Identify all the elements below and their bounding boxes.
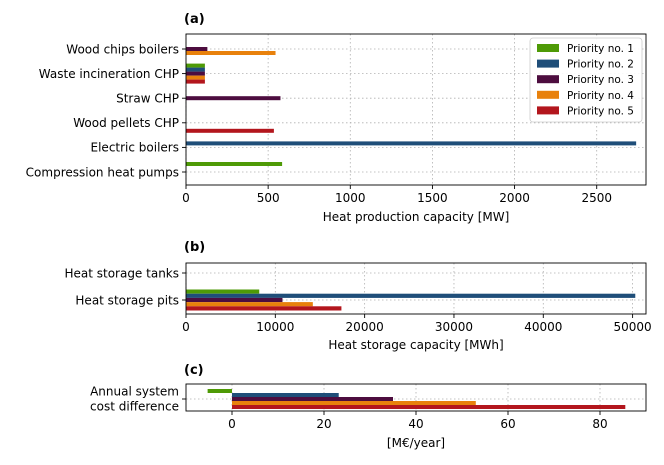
x-tick-label: 1500 bbox=[417, 191, 448, 205]
x-axis-label-a: Heat production capacity [MW] bbox=[323, 210, 510, 224]
legend-swatch-priority-no-5 bbox=[537, 106, 559, 115]
legend-label-priority-no-2: Priority no. 2 bbox=[567, 59, 634, 71]
x-tick-label: 50000 bbox=[614, 320, 652, 334]
bar-b-heat-storage-pits-priority-no-2 bbox=[186, 293, 636, 298]
bar-a-wood-chips-boilers-priority-no-4 bbox=[186, 51, 276, 55]
x-tick-label: 40 bbox=[408, 417, 423, 431]
legend-swatch-priority-no-4 bbox=[537, 90, 559, 99]
x-tick-label: 10000 bbox=[256, 320, 294, 334]
category-label-heat-storage-pits: Heat storage pits bbox=[75, 293, 179, 307]
x-tick-label: 30000 bbox=[435, 320, 473, 334]
bar-a-waste-incineration-chp-priority-no-4 bbox=[186, 75, 205, 80]
legend-label-priority-no-3: Priority no. 3 bbox=[567, 74, 634, 86]
panel-tag-a: (a) bbox=[184, 12, 205, 27]
bar-a-wood-pellets-chp-priority-no-5 bbox=[186, 128, 274, 133]
category-label-waste-incineration-chp: Waste incineration CHP bbox=[39, 67, 179, 81]
x-tick-label: 20000 bbox=[346, 320, 384, 334]
legend: Priority no. 1 Priority no. 2 Priority no.… bbox=[529, 37, 643, 123]
bar-a-waste-incineration-chp-priority-no-3 bbox=[186, 71, 205, 76]
x-tick-label: 0 bbox=[182, 320, 190, 334]
bar-c-annual-system-cost-difference-priority-no-4 bbox=[232, 401, 476, 405]
category-label-annual-system-cost-difference: Annual system cost difference bbox=[90, 385, 179, 414]
x-tick-label: 500 bbox=[257, 191, 280, 205]
legend-swatch-priority-no-3 bbox=[537, 75, 559, 84]
category-label-straw-chp: Straw CHP bbox=[116, 92, 179, 106]
bar-a-straw-chp-priority-no-3 bbox=[186, 96, 281, 101]
bar-b-heat-storage-pits-priority-no-5 bbox=[186, 306, 342, 311]
bar-c-annual-system-cost-difference-priority-no-5 bbox=[232, 405, 626, 409]
x-tick-label: 20 bbox=[316, 417, 331, 431]
bar-b-heat-storage-pits-priority-no-1 bbox=[186, 289, 260, 294]
legend-label-priority-no-1: Priority no. 1 bbox=[567, 43, 634, 55]
legend-label-priority-no-5: Priority no. 5 bbox=[567, 105, 634, 117]
x-tick-label: 1000 bbox=[335, 191, 366, 205]
panel-c: (c) 0 20 40 60 80 Annual system cost difference… bbox=[90, 363, 647, 450]
bar-a-waste-incineration-chp-priority-no-2 bbox=[186, 67, 205, 72]
bar-c-annual-system-cost-difference-priority-no-2 bbox=[232, 393, 339, 397]
x-tick-label: 2500 bbox=[581, 191, 612, 205]
axes-frame bbox=[185, 33, 647, 186]
legend-label-priority-no-4: Priority no. 4 bbox=[567, 90, 634, 102]
axes-frame bbox=[185, 262, 647, 315]
category-label-heat-storage-tanks: Heat storage tanks bbox=[64, 266, 179, 280]
category-label-wood-pellets-chp: Wood pellets CHP bbox=[73, 116, 179, 130]
bar-b-heat-storage-pits-priority-no-3 bbox=[186, 297, 283, 303]
panel-tag-b: (b) bbox=[184, 240, 205, 255]
bar-b-heat-storage-pits-priority-no-4 bbox=[186, 302, 313, 307]
category-label-wood-chips-boilers: Wood chips boilers bbox=[66, 42, 179, 56]
x-tick-label: 40000 bbox=[524, 320, 562, 334]
x-tick-label: 0 bbox=[228, 417, 236, 431]
x-axis-label-b: Heat storage capacity [MWh] bbox=[328, 338, 503, 352]
bar-c-annual-system-cost-difference-priority-no-3 bbox=[232, 397, 393, 401]
x-tick-label: 60 bbox=[500, 417, 515, 431]
panel-b: (b) 0 10000 20000 30000 40000 50000 Heat storag… bbox=[64, 240, 651, 352]
x-tick-label: 0 bbox=[182, 191, 190, 205]
bar-c-annual-system-cost-difference-priority-no-1 bbox=[207, 389, 232, 393]
bar-a-waste-incineration-chp-priority-no-1 bbox=[186, 63, 205, 68]
x-tick-label: 80 bbox=[592, 417, 607, 431]
bar-a-wood-chips-boilers-priority-no-3 bbox=[186, 47, 208, 51]
bar-a-compression-heat-pumps-priority-no-1 bbox=[186, 162, 283, 166]
x-tick-label: 2000 bbox=[499, 191, 530, 205]
panel-a: (a) 0 500 1000 1500 2000 2500 Wood chips boiler… bbox=[26, 12, 647, 224]
legend-box bbox=[529, 37, 643, 123]
category-label-compression-heat-pumps: Compression heat pumps bbox=[26, 165, 179, 179]
x-axis-label-c: [M€/year] bbox=[387, 436, 445, 450]
legend-swatch-priority-no-2 bbox=[537, 59, 559, 68]
bar-a-electric-boilers-priority-no-2 bbox=[186, 141, 637, 146]
category-label-electric-boilers: Electric boilers bbox=[91, 141, 179, 155]
panel-tag-c: (c) bbox=[184, 363, 204, 378]
bar-a-waste-incineration-chp-priority-no-5 bbox=[186, 79, 205, 84]
legend-swatch-priority-no-1 bbox=[537, 44, 559, 52]
